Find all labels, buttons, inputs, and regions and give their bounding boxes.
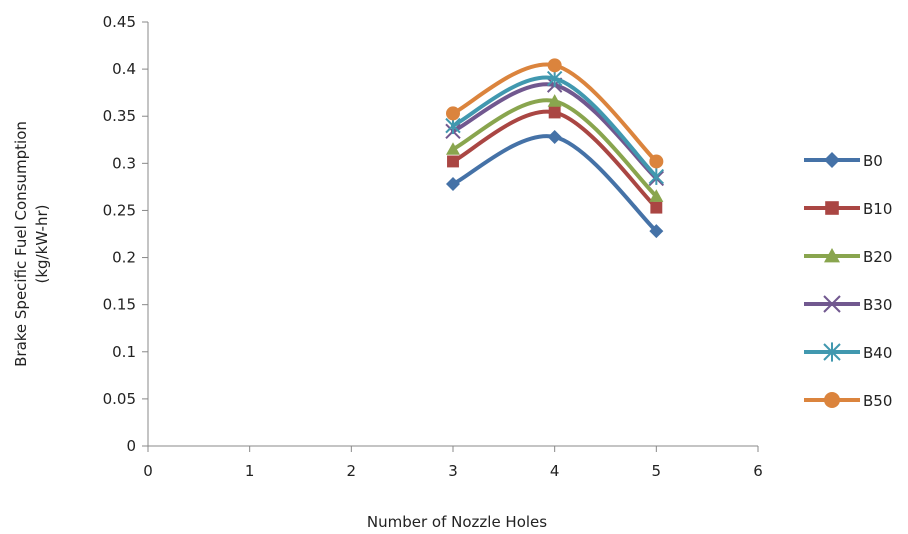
y-tick-label: 0.4	[112, 60, 136, 78]
legend-swatch-marker	[825, 201, 839, 215]
legend-item-b20: B20	[804, 248, 892, 266]
legend-label: B50	[863, 392, 892, 410]
legend-label: B30	[863, 296, 892, 314]
legend-label: B10	[863, 200, 892, 218]
legend-swatch-marker	[824, 152, 840, 168]
data-point	[648, 168, 665, 185]
legend-item-b30: B30	[804, 295, 892, 314]
data-point	[548, 106, 561, 119]
y-tick-label: 0.25	[103, 201, 136, 219]
data-point	[649, 224, 664, 239]
x-tick-label: 3	[448, 462, 458, 480]
series-layer	[445, 58, 665, 239]
x-tick-label: 0	[143, 462, 153, 480]
legend: B0 B10 B20 B30 B40 B50	[804, 152, 892, 410]
y-tick-label: 0.1	[112, 343, 136, 361]
y-tick-label: 0.15	[103, 296, 136, 314]
legend-label: B20	[863, 248, 892, 266]
x-tick-label: 6	[753, 462, 763, 480]
y-axis-title-line-1: Brake Specific Fuel Consumption	[12, 121, 30, 367]
data-point	[446, 177, 460, 192]
series-b20	[446, 94, 664, 202]
y-tick-label: 0	[126, 437, 136, 455]
legend-swatch-marker	[823, 295, 841, 313]
axes: 0 0.05 0.1 0.15 0.2 0.25 0.3 0.35 0.4 0.45 0 1 2 3 4 5 6	[103, 13, 763, 480]
x-tick-label: 2	[347, 462, 357, 480]
legend-label: B40	[863, 344, 892, 362]
legend-item-b40: B40	[804, 342, 892, 362]
legend-item-b10: B10	[804, 200, 892, 218]
series-b40	[445, 70, 665, 185]
data-point	[547, 58, 562, 73]
data-point	[446, 142, 460, 155]
x-tick-label: 4	[550, 462, 560, 480]
data-point	[650, 201, 663, 214]
y-tick-label: 0.35	[103, 107, 136, 125]
series-b10	[447, 106, 663, 214]
data-point	[649, 154, 664, 169]
series-line	[451, 134, 659, 234]
data-point	[547, 129, 562, 144]
legend-label: B0	[863, 152, 883, 170]
y-tick-label: 0.3	[112, 154, 136, 172]
y-axis-title-line-2: (kg/kW-hr)	[33, 205, 51, 284]
legend-swatch-marker	[824, 248, 840, 263]
data-point	[447, 155, 459, 168]
legend-swatch-marker	[823, 342, 841, 362]
series-b50	[446, 58, 664, 169]
y-tick-label: 0.45	[103, 13, 136, 31]
data-point	[446, 106, 460, 121]
series-b0	[446, 129, 664, 239]
x-tick-label: 1	[245, 462, 255, 480]
y-tick-label: 0.05	[103, 390, 136, 408]
data-point	[546, 70, 563, 87]
legend-item-b0: B0	[804, 152, 883, 170]
marker-stroke	[823, 295, 841, 313]
x-tick-label: 5	[652, 462, 662, 480]
x-axis-title: Number of Nozzle Holes	[367, 513, 547, 531]
y-tick-label: 0.2	[112, 249, 136, 267]
data-point	[649, 189, 664, 202]
legend-item-b50: B50	[804, 392, 892, 410]
legend-swatch-marker	[824, 392, 840, 408]
data-point	[547, 94, 562, 107]
